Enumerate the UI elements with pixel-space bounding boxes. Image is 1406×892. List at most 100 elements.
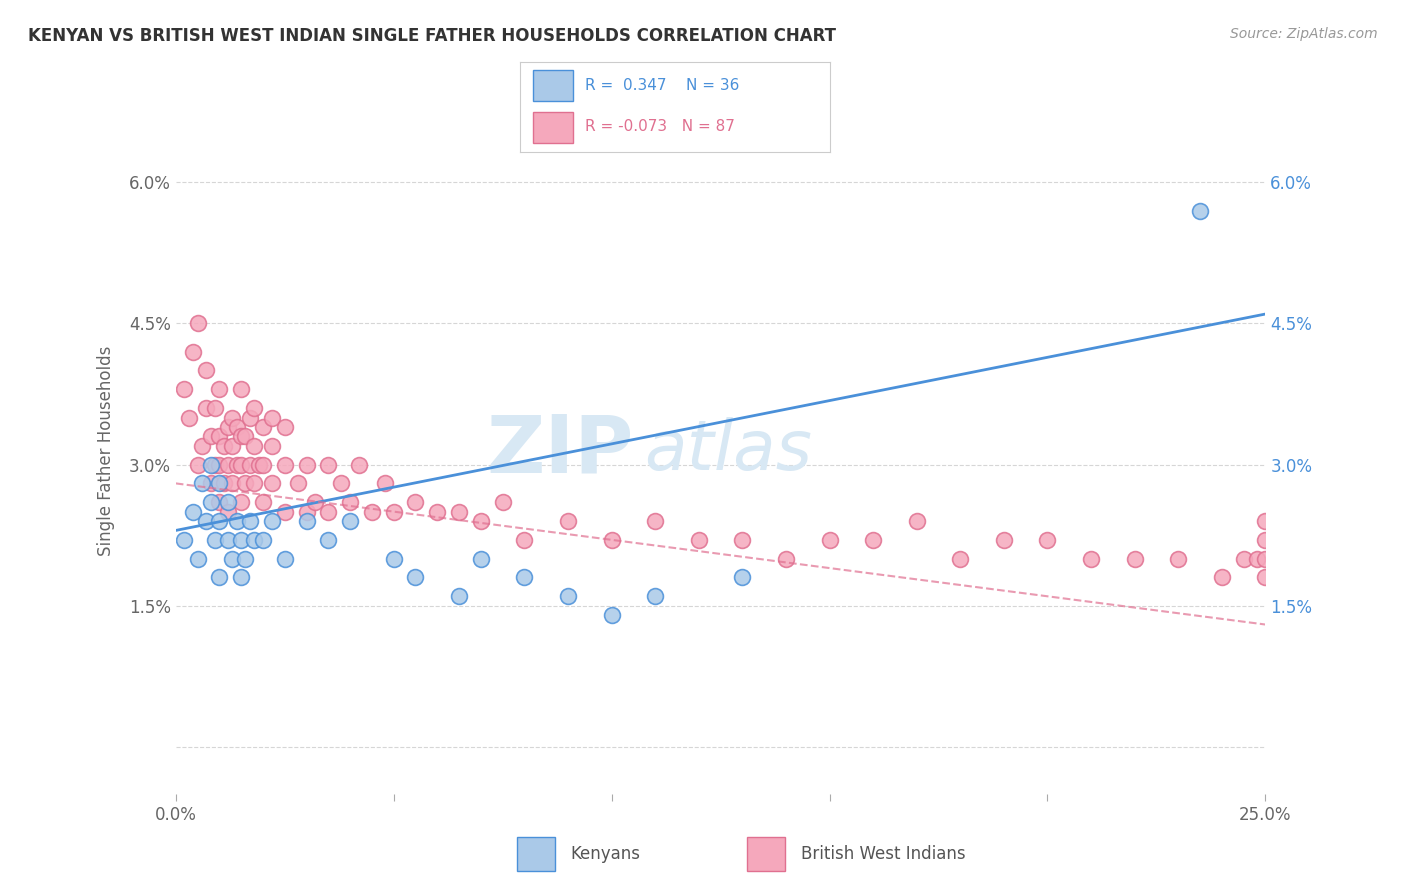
Text: KENYAN VS BRITISH WEST INDIAN SINGLE FATHER HOUSEHOLDS CORRELATION CHART: KENYAN VS BRITISH WEST INDIAN SINGLE FAT… bbox=[28, 27, 837, 45]
Point bbox=[470, 551, 492, 566]
Text: Kenyans: Kenyans bbox=[571, 845, 641, 863]
Point bbox=[173, 533, 195, 547]
Point bbox=[252, 495, 274, 509]
Point bbox=[330, 476, 353, 491]
Point bbox=[231, 382, 253, 396]
Point bbox=[1211, 570, 1233, 584]
Point bbox=[1080, 551, 1102, 566]
Y-axis label: Single Father Households: Single Father Households bbox=[97, 345, 115, 556]
Point bbox=[1254, 533, 1277, 547]
Point bbox=[225, 514, 247, 528]
Point bbox=[274, 458, 297, 472]
Point bbox=[239, 410, 262, 425]
Point bbox=[212, 439, 235, 453]
Point bbox=[221, 476, 243, 491]
Point bbox=[186, 458, 209, 472]
Point bbox=[405, 495, 427, 509]
Point bbox=[231, 533, 253, 547]
Point bbox=[318, 533, 340, 547]
Point bbox=[1246, 551, 1268, 566]
Point bbox=[231, 458, 253, 472]
Point bbox=[688, 533, 710, 547]
Point bbox=[173, 382, 195, 396]
Point bbox=[339, 495, 361, 509]
Point bbox=[243, 476, 266, 491]
Point bbox=[235, 476, 257, 491]
Point bbox=[221, 551, 243, 566]
Point bbox=[1189, 203, 1212, 218]
Point bbox=[186, 551, 209, 566]
Point bbox=[347, 458, 370, 472]
Point bbox=[260, 514, 283, 528]
Point bbox=[204, 401, 226, 416]
Point bbox=[225, 420, 247, 434]
Point bbox=[231, 570, 253, 584]
Point bbox=[195, 401, 218, 416]
Point bbox=[235, 429, 257, 443]
Point bbox=[492, 495, 515, 509]
Point bbox=[447, 589, 470, 603]
Point bbox=[405, 570, 427, 584]
Point bbox=[274, 551, 297, 566]
Bar bbox=[747, 837, 785, 871]
Point bbox=[260, 439, 283, 453]
Point bbox=[1254, 551, 1277, 566]
Bar bbox=[533, 70, 572, 101]
Point bbox=[426, 505, 449, 519]
Point bbox=[775, 551, 797, 566]
Text: Source: ZipAtlas.com: Source: ZipAtlas.com bbox=[1230, 27, 1378, 41]
Point bbox=[217, 533, 239, 547]
Point bbox=[204, 458, 226, 472]
Point bbox=[447, 505, 470, 519]
Point bbox=[239, 514, 262, 528]
Point bbox=[260, 476, 283, 491]
Point bbox=[513, 570, 536, 584]
Point bbox=[217, 458, 239, 472]
Point bbox=[243, 439, 266, 453]
Point bbox=[862, 533, 884, 547]
Point bbox=[600, 608, 623, 623]
Text: British West Indians: British West Indians bbox=[800, 845, 965, 863]
Point bbox=[1123, 551, 1146, 566]
Point bbox=[208, 570, 231, 584]
Point bbox=[1036, 533, 1059, 547]
Point bbox=[191, 439, 214, 453]
Point bbox=[360, 505, 382, 519]
Point bbox=[247, 458, 270, 472]
Point bbox=[243, 533, 266, 547]
Point bbox=[260, 410, 283, 425]
Point bbox=[318, 505, 340, 519]
Point bbox=[177, 410, 200, 425]
Point bbox=[1254, 570, 1277, 584]
Point bbox=[225, 458, 247, 472]
Point bbox=[208, 514, 231, 528]
Point bbox=[1254, 514, 1277, 528]
Point bbox=[221, 439, 243, 453]
Point bbox=[208, 382, 231, 396]
Point bbox=[1167, 551, 1189, 566]
Point bbox=[644, 589, 666, 603]
Point bbox=[818, 533, 841, 547]
Point bbox=[252, 420, 274, 434]
Point bbox=[644, 514, 666, 528]
Text: ZIP: ZIP bbox=[486, 411, 633, 490]
Point bbox=[200, 476, 222, 491]
Point bbox=[295, 514, 318, 528]
Point bbox=[374, 476, 396, 491]
Point bbox=[252, 533, 274, 547]
Point bbox=[557, 589, 579, 603]
Point bbox=[231, 429, 253, 443]
Point bbox=[191, 476, 214, 491]
Point bbox=[274, 420, 297, 434]
Point bbox=[217, 505, 239, 519]
Point bbox=[195, 514, 218, 528]
Point bbox=[231, 495, 253, 509]
Text: R = -0.073   N = 87: R = -0.073 N = 87 bbox=[585, 120, 735, 134]
Point bbox=[221, 410, 243, 425]
Point bbox=[295, 505, 318, 519]
Point bbox=[217, 420, 239, 434]
Point bbox=[217, 495, 239, 509]
Point bbox=[318, 458, 340, 472]
Point bbox=[600, 533, 623, 547]
Point bbox=[287, 476, 309, 491]
